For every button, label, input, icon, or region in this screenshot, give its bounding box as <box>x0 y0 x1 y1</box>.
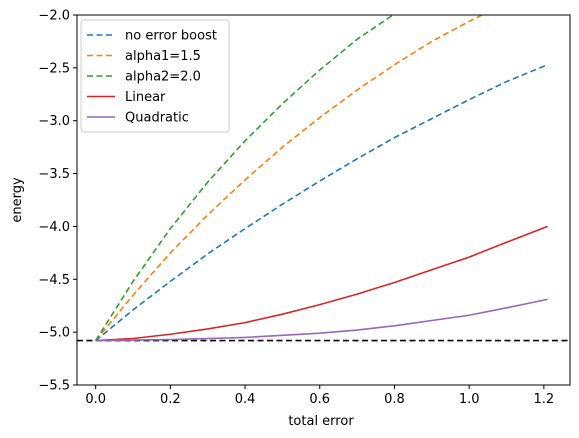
legend-label-linear: Linear <box>125 90 166 105</box>
plot-lines <box>77 15 570 342</box>
y-tick-label: −5.5 <box>38 379 70 394</box>
y-tick-label: −3.0 <box>38 114 70 129</box>
plot-frame <box>76 14 571 386</box>
y-tick-label: −4.5 <box>38 273 70 288</box>
x-tick-label: 1.0 <box>459 392 480 407</box>
x-tick-label: 0.8 <box>384 392 405 407</box>
x-tick-label: 0.2 <box>160 392 181 407</box>
y-tick-label: −3.5 <box>38 167 70 182</box>
legend-box <box>80 19 230 133</box>
x-tick-label: 0.6 <box>309 392 330 407</box>
legend-label-alpha1-1-5: alpha1=1.5 <box>125 49 201 64</box>
series-line-alpha1-1-5 <box>95 15 484 342</box>
series-line-alpha2-2-0 <box>94 15 395 342</box>
legend: no error boost alpha1=1.5 alpha2=2.0 Linear… <box>80 19 230 133</box>
y-tick-label: −4.0 <box>38 220 70 235</box>
y-tick-label: −5.0 <box>38 326 70 341</box>
y-axis-label: energy <box>10 177 25 223</box>
series-line-linear <box>95 225 548 342</box>
legend-label-alpha2-2-0: alpha2=2.0 <box>125 70 201 85</box>
y-axis-ticks: −5.5 −5.0 −4.5 −4.0 −3.5 −3.0 −2.5 −2.0 <box>38 9 77 394</box>
y-tick-label: −2.5 <box>38 61 70 76</box>
series-line-quadratic <box>95 298 548 342</box>
x-axis-label: total error <box>288 414 354 429</box>
x-tick-label: 1.2 <box>534 392 555 407</box>
x-axis-ticks: 0.0 0.2 0.4 0.6 0.8 1.0 1.2 <box>85 385 554 407</box>
x-tick-label: 0.0 <box>85 392 106 407</box>
x-tick-label: 0.4 <box>235 392 256 407</box>
series-line-no-error-boost <box>95 63 548 342</box>
y-tick-label: −2.0 <box>38 9 70 24</box>
legend-label-no-error-boost: no error boost <box>125 29 217 44</box>
legend-label-quadratic: Quadratic <box>125 111 189 126</box>
